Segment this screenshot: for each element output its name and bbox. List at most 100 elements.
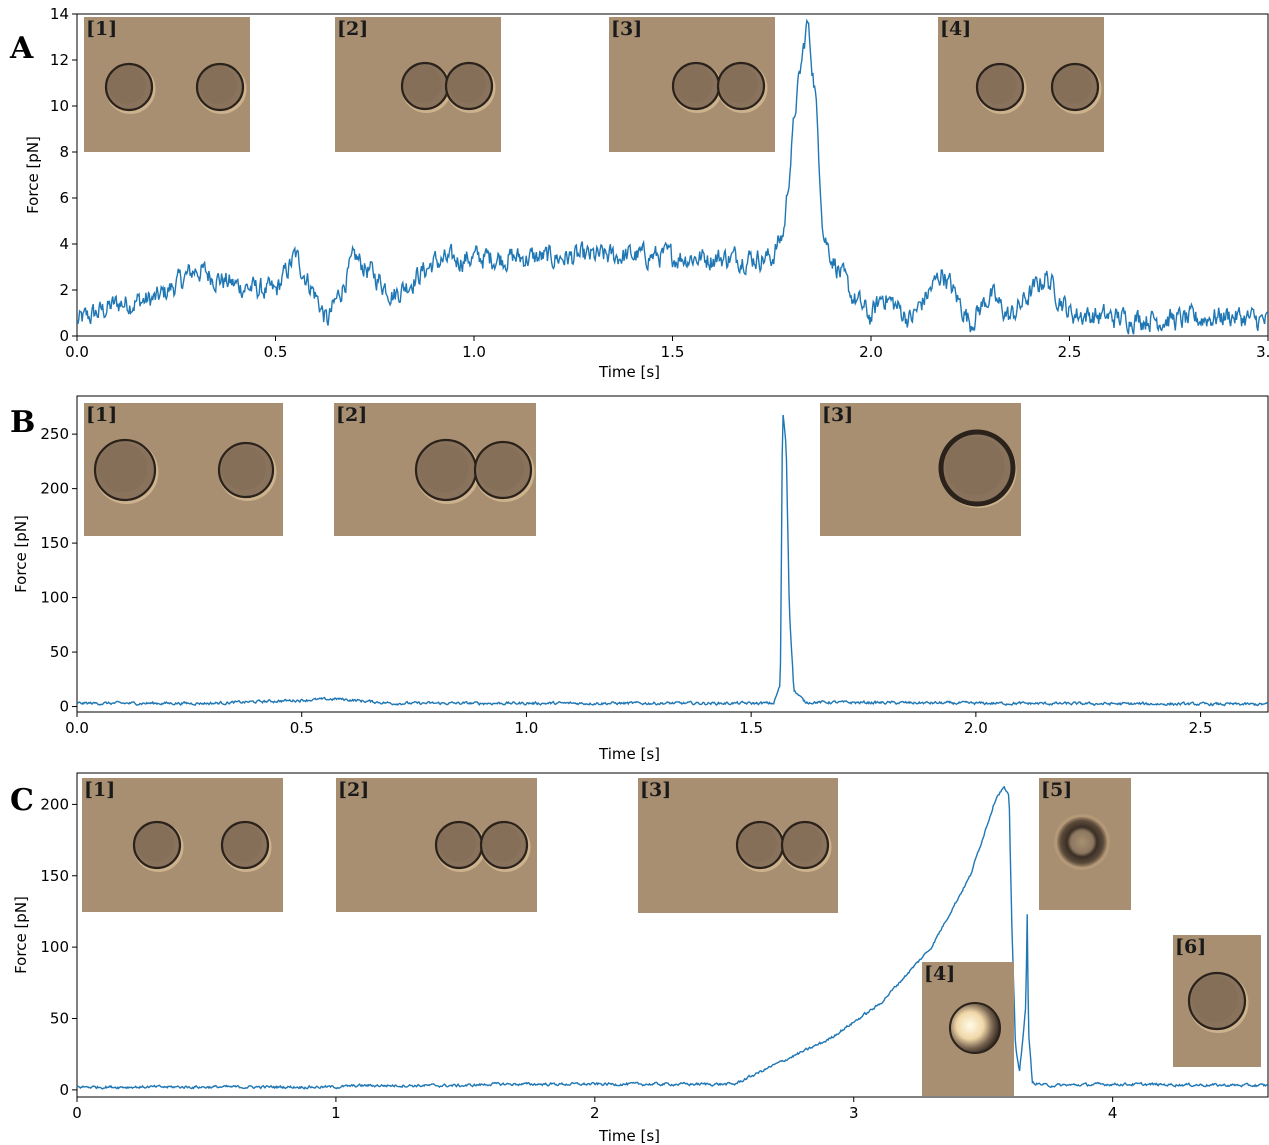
x-tick-label: 2.5 <box>1189 719 1213 737</box>
droplet-shade <box>483 824 521 862</box>
droplet <box>93 438 157 502</box>
y-tick-label: 10 <box>50 97 69 115</box>
y-tick-label: 50 <box>50 643 69 661</box>
x-tick-label: 1.5 <box>739 719 763 737</box>
droplet-ring <box>1057 817 1107 867</box>
droplet <box>716 61 766 111</box>
panel-C: 0 1 2 3 4 0 50 100 150 200 Time [s] Force [pN] [1] [2… <box>10 772 1269 1145</box>
droplet-shade <box>720 65 758 103</box>
y-axis-label: Force [pN] <box>24 136 42 214</box>
y-axis-label: Force [pN] <box>12 515 30 593</box>
droplet <box>473 440 533 500</box>
y-tick-label: 150 <box>40 534 69 552</box>
droplet-shade <box>979 66 1017 104</box>
droplet-shade <box>945 436 1005 496</box>
y-tick-label: 4 <box>59 235 69 253</box>
droplet-shade <box>739 824 777 862</box>
inset-image: [4] <box>938 17 1104 152</box>
inset-label: [4] <box>924 963 955 985</box>
inset-image: [3] <box>820 403 1021 536</box>
x-tick-label: 1.0 <box>462 343 486 361</box>
force-trace <box>77 414 1268 707</box>
inset-image: [3] <box>638 778 838 913</box>
droplet-shade <box>1054 66 1092 104</box>
y-tick-label: 150 <box>40 867 69 885</box>
droplet <box>195 62 245 112</box>
x-tick-label: 0.5 <box>264 343 288 361</box>
y-axis-label: Force [pN] <box>12 896 30 974</box>
inset-image: [2] <box>334 403 536 536</box>
x-tick-label: 0.5 <box>290 719 314 737</box>
droplet <box>104 62 154 112</box>
x-tick-label: 1.5 <box>661 343 685 361</box>
y-tick-label: 250 <box>40 425 69 443</box>
plot-frame <box>76 772 1269 1098</box>
y-tick-label: 50 <box>50 1009 69 1027</box>
y-tick-label: 0 <box>59 1081 69 1099</box>
inset-image: [5] <box>1039 778 1131 910</box>
x-tick-label: 0.0 <box>65 719 89 737</box>
inset-image: [1] <box>84 403 283 536</box>
panel-letter: B <box>10 405 35 440</box>
inset-image: [4] <box>922 962 1014 1096</box>
droplet <box>217 441 275 499</box>
droplet-shade <box>98 443 148 493</box>
droplet-shade <box>784 824 822 862</box>
droplet <box>1187 971 1247 1031</box>
inset-label: [3] <box>822 404 853 426</box>
droplet-shade <box>448 65 486 103</box>
droplet-shade <box>1192 976 1238 1022</box>
plot-frame <box>76 395 1269 713</box>
droplet-shade <box>438 824 476 862</box>
droplet <box>220 820 270 870</box>
y-tick-label: 12 <box>50 51 69 69</box>
droplet-shade <box>478 445 524 491</box>
y-tick-label: 100 <box>40 938 69 956</box>
inset-label: [1] <box>86 18 117 40</box>
droplet-bright <box>949 1002 1001 1054</box>
inset-image: [3] <box>609 17 775 152</box>
y-tick-label: 2 <box>59 281 69 299</box>
y-tick-label: 0 <box>59 327 69 345</box>
droplet-shade <box>108 66 146 104</box>
inset-image: [1] <box>82 778 283 912</box>
droplet-shade <box>404 65 442 103</box>
y-tick-label: 100 <box>40 589 69 607</box>
y-tick-label: 200 <box>40 795 69 813</box>
inset-label: [1] <box>86 404 117 426</box>
x-axis-label: Time [s] <box>598 745 660 763</box>
x-tick-label: 2.5 <box>1058 343 1082 361</box>
inset-label: [4] <box>940 18 971 40</box>
y-tick-label: 14 <box>50 5 69 23</box>
x-tick-label: 3 <box>849 1104 859 1122</box>
inset-label: [1] <box>84 779 115 801</box>
inset-label: [3] <box>640 779 671 801</box>
inset-image: [2] <box>336 778 537 912</box>
x-tick-label: 1 <box>331 1104 341 1122</box>
force-trace <box>77 18 1268 335</box>
y-tick-label: 8 <box>59 143 69 161</box>
x-axis-label: Time [s] <box>598 1127 660 1145</box>
y-tick-label: 200 <box>40 480 69 498</box>
force-trace <box>77 785 1268 1090</box>
inset-image: [6] <box>1173 935 1261 1067</box>
inset-image: [1] <box>84 17 250 152</box>
droplet <box>444 61 494 111</box>
droplet-shade <box>136 824 174 862</box>
x-tick-label: 3.0 <box>1256 343 1269 361</box>
y-tick-label: 6 <box>59 189 69 207</box>
panel-letter: A <box>9 31 34 66</box>
inset-label: [2] <box>337 18 368 40</box>
droplet-shade <box>675 65 713 103</box>
x-tick-label: 2 <box>590 1104 600 1122</box>
droplet <box>132 820 182 870</box>
inset-label: [6] <box>1175 936 1206 958</box>
x-tick-label: 0 <box>72 1104 82 1122</box>
panel-letter: C <box>10 783 34 818</box>
droplet <box>780 820 830 870</box>
inset-label: [3] <box>611 18 642 40</box>
panel-B: 0.0 0.5 1.0 1.5 2.0 2.5 0 50 100 150 200 250 Time [s… <box>10 395 1269 763</box>
x-tick-label: 2.0 <box>859 343 883 361</box>
x-axis-label: Time [s] <box>598 363 660 381</box>
